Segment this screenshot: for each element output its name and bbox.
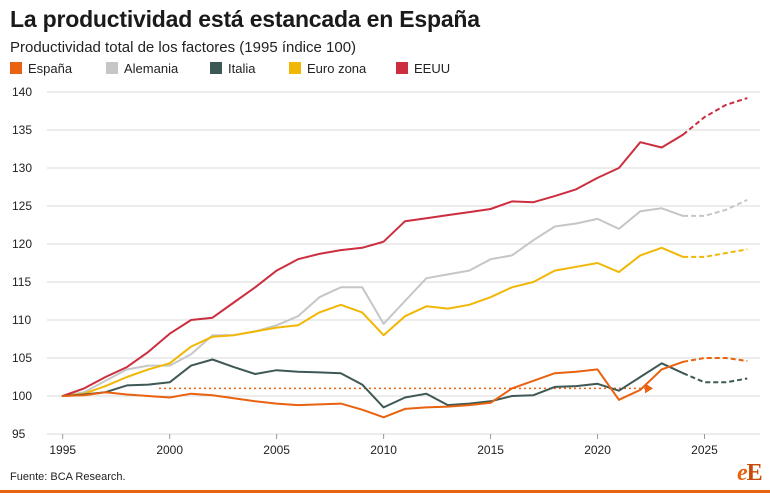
series-line-italia [61, 358, 685, 409]
legend-swatch [10, 62, 22, 74]
elespanol-logo: eE [737, 460, 763, 486]
legend-swatch [396, 62, 408, 74]
series-line-espa-a [61, 360, 685, 419]
x-tick-label: 2025 [691, 443, 718, 457]
chart-subtitle: Productividad total de los factores (199… [10, 39, 357, 56]
y-tick-label: 125 [12, 199, 32, 213]
series-projection-alemania [683, 198, 748, 217]
y-tick-label: 130 [12, 161, 32, 175]
y-tick-label: 140 [12, 85, 32, 99]
y-tick-label: 95 [12, 427, 26, 441]
y-tick-label: 100 [12, 389, 32, 403]
x-tick-label: 1995 [49, 443, 76, 457]
series-line-alemania [61, 207, 685, 397]
series-projection-italia [682, 372, 748, 384]
y-tick-label: 110 [12, 313, 31, 327]
legend-swatch [210, 62, 222, 74]
x-tick-label: 2020 [584, 443, 611, 457]
legend-label: España [28, 61, 73, 76]
legend-label: Italia [228, 61, 256, 76]
series-line-eeuu [61, 133, 685, 397]
source-note: Fuente: BCA Research. [10, 471, 126, 483]
legend-swatch [289, 62, 301, 74]
series-projection-eeuu [682, 97, 748, 136]
legend-label: Euro zona [307, 61, 367, 76]
reference-arrow-head [645, 383, 654, 394]
y-tick-label: 120 [12, 237, 32, 251]
y-tick-label: 105 [12, 351, 32, 365]
bottom-accent-bar [0, 490, 770, 493]
legend-label: Alemania [124, 61, 179, 76]
series-projection-euro-zona [683, 248, 748, 258]
series-projection-espa-a [682, 357, 748, 363]
chart-title: La productividad está estancada en Españ… [10, 6, 480, 32]
legend-label: EEUU [414, 61, 451, 76]
legend-swatch [106, 62, 118, 74]
series-line-euro-zona [61, 246, 685, 397]
x-tick-label: 2005 [263, 443, 290, 457]
x-tick-label: 2015 [477, 443, 504, 457]
y-tick-label: 115 [12, 275, 31, 289]
x-tick-label: 2000 [156, 443, 183, 457]
y-tick-label: 135 [12, 123, 32, 137]
x-tick-label: 2010 [370, 443, 397, 457]
